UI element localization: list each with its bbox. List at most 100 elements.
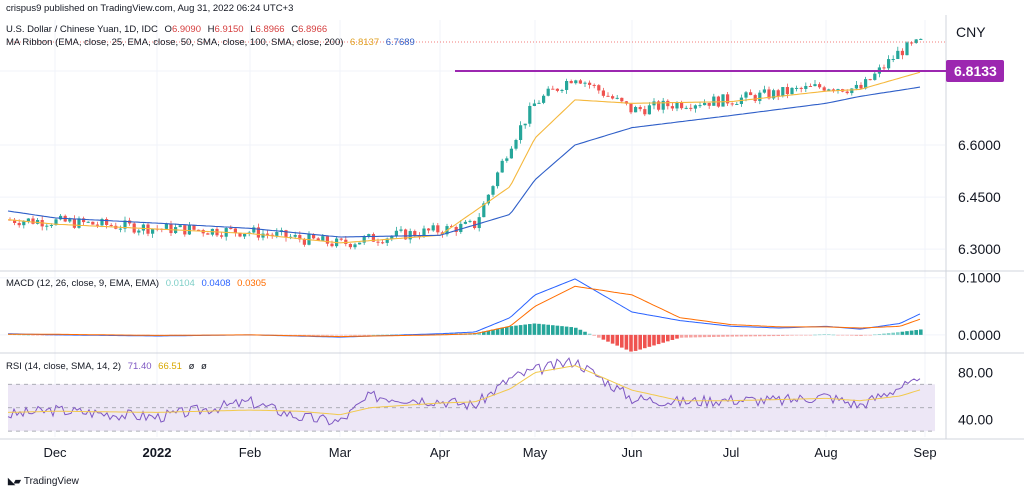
tradingview-logo[interactable]: ◣▰ TradingView — [8, 476, 79, 487]
candle-body — [325, 236, 329, 244]
candle-body — [772, 90, 776, 99]
macd-hist-bar — [771, 334, 776, 337]
candle-body — [528, 105, 532, 124]
candle-body — [919, 38, 923, 40]
macd-hist-bar — [380, 334, 385, 336]
candle-body — [261, 233, 265, 238]
candle-body — [151, 228, 155, 234]
candle-body — [597, 85, 601, 91]
candle-body — [100, 219, 104, 226]
macd-hist-bar — [17, 334, 21, 336]
macd-label: MACD (12, 26, close, 9, EMA, EMA) — [6, 278, 160, 289]
candle-body — [859, 84, 863, 89]
candle-body — [578, 80, 582, 84]
candle-body — [348, 243, 352, 248]
macd-signal-value: 0.0305 — [237, 278, 267, 289]
level-badge — [946, 59, 1004, 82]
candle-body — [427, 228, 431, 231]
macd-hist-bar — [877, 334, 882, 335]
level-line: 6.8133 — [455, 59, 1004, 82]
candle-body — [703, 102, 707, 106]
ohlc-o-label: O — [164, 24, 172, 35]
candle-body — [367, 234, 371, 237]
macd-hist-bar — [675, 334, 679, 339]
macd-hist-bar — [647, 334, 652, 347]
macd-hist-bar — [845, 334, 849, 336]
candle-body — [321, 236, 325, 241]
candle-body — [891, 58, 895, 60]
macd-hist-bar — [505, 326, 509, 335]
macd-hist-bar — [532, 323, 537, 335]
candle-body — [59, 215, 63, 220]
ohlc-c: 6.8966 — [298, 24, 328, 35]
candle-body — [542, 95, 546, 103]
macd-hist-bar — [643, 334, 647, 349]
macd-hist-bar — [293, 334, 297, 336]
candle-body — [684, 107, 688, 109]
candle-body — [910, 42, 914, 44]
candle-body — [726, 94, 730, 104]
ohlc-values: O6.9090 H6.9150 L6.8966 C6.8966 — [165, 24, 332, 35]
macd-hist-bar — [739, 334, 744, 337]
candle-body — [109, 224, 113, 226]
macd-hist-bar — [882, 333, 886, 335]
macd-hist-bar — [477, 332, 481, 335]
candle-body — [808, 85, 812, 87]
candle-body — [845, 91, 849, 94]
price-tick-label: 6.6000 — [958, 137, 1001, 153]
symbol-label: U.S. Dollar / Chinese Yuan, 1D, IDC — [6, 24, 158, 35]
candle-body — [17, 223, 21, 226]
candle-body — [36, 220, 40, 224]
ohlc-h-label: H — [207, 24, 215, 35]
candle-body — [463, 221, 467, 224]
candle-body — [735, 103, 739, 105]
macd-hist-bar — [597, 334, 601, 338]
candle-body — [680, 102, 684, 109]
macd-hist-bar — [836, 334, 840, 336]
currency-label: CNY — [956, 24, 986, 40]
macd-hist-bar — [666, 334, 670, 342]
candle-body — [905, 42, 909, 56]
candle-body — [638, 107, 642, 110]
candle-body — [399, 229, 403, 231]
candle-body — [229, 228, 233, 230]
macd-hist-bar — [624, 334, 629, 350]
macd-hist-bar — [348, 334, 353, 336]
macd-line-value: 0.0408 — [201, 278, 231, 289]
macd-hist-bar — [767, 334, 771, 337]
candle-body — [767, 89, 771, 99]
candle-body — [864, 79, 868, 89]
macd-hist-bar — [909, 330, 914, 335]
macd-legend: MACD (12, 26, close, 9, EMA, EMA) 0.0104… — [6, 278, 270, 289]
price-tick-label: 6.4500 — [958, 189, 1001, 205]
macd-hist-bar — [546, 324, 550, 335]
candle-body — [813, 84, 817, 87]
candle-body — [882, 67, 886, 69]
candle-body — [693, 105, 697, 109]
macd-hist-bar — [831, 334, 836, 336]
candle-body — [831, 89, 835, 91]
candle-body — [887, 59, 891, 69]
macd-hist-bar — [808, 334, 813, 336]
candle-body — [514, 140, 518, 149]
macd-tick-label: 0.1000 — [958, 270, 1001, 286]
rsi-legend: RSI (14, close, SMA, 14, 2) 71.40 66.51 … — [6, 361, 211, 372]
candle-body — [220, 235, 224, 237]
macd-hist-bar — [790, 334, 794, 336]
candle-body — [532, 103, 536, 106]
candle-body — [381, 242, 385, 244]
candle-body — [45, 225, 49, 227]
x-tick-label: Mar — [329, 445, 352, 460]
macd-hist-bar — [601, 334, 606, 340]
macd-hist-bar — [868, 334, 872, 336]
macd-hist-bar — [35, 334, 40, 336]
macd-hist-bar — [716, 334, 721, 337]
candle-body — [422, 228, 426, 237]
level-badge-text: 6.8133 — [954, 63, 997, 79]
macd-hist-bar — [804, 334, 808, 336]
candle-body — [546, 88, 550, 96]
candle-body — [197, 229, 201, 231]
macd-hist-bar — [486, 330, 491, 335]
candle-body — [486, 194, 490, 204]
